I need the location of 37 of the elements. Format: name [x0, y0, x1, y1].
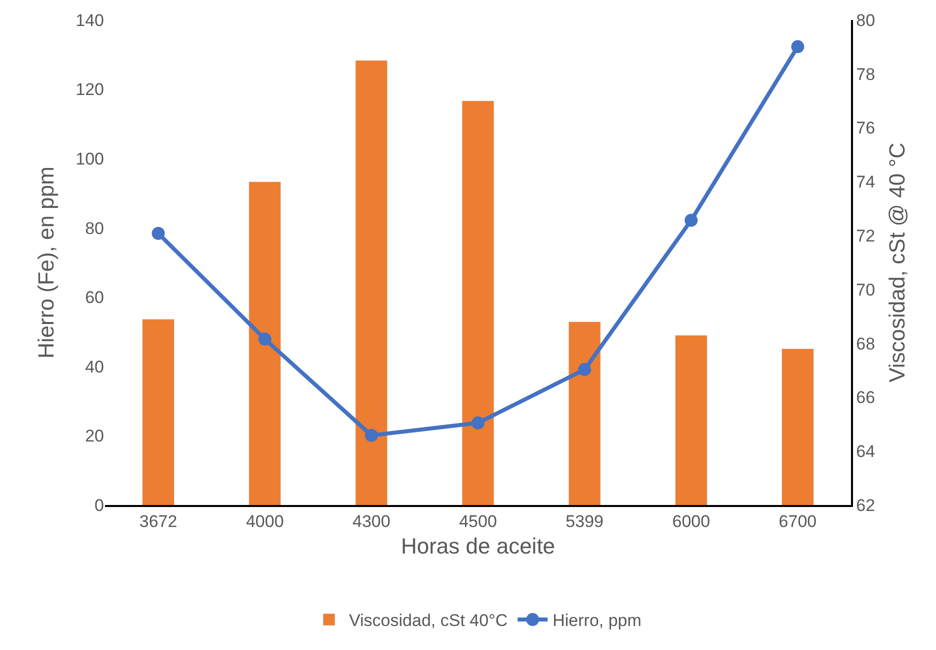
x-tick-label: 4300: [352, 512, 390, 532]
y-tick-label: 80: [85, 218, 104, 238]
y2-tick-label: 76: [856, 118, 876, 138]
y2-tick-label: 64: [856, 442, 876, 462]
point: [684, 214, 698, 227]
point: [258, 332, 272, 346]
point: [578, 363, 592, 376]
y-tick-label: 40: [85, 357, 104, 376]
x-tick-label: 6000: [672, 512, 710, 532]
y2-axis-title: Viscosidad, cSt @ 40 °C: [884, 142, 910, 382]
y2-tick-label: 62: [856, 496, 876, 515]
y2-tick-label: 66: [856, 388, 876, 408]
y-tick-label: 20: [85, 426, 104, 446]
point: [152, 226, 165, 240]
point: [472, 416, 484, 430]
y2-tick-label: 80: [856, 10, 876, 30]
y-tick-label: 120: [76, 80, 104, 100]
y2-tick-label: 70: [856, 280, 876, 300]
x-tick-label: 4000: [246, 512, 284, 532]
x-tick-label: 6700: [778, 512, 817, 532]
y-tick-label: 60: [85, 288, 104, 308]
y2-tick-label: 72: [856, 226, 876, 246]
point: [791, 40, 804, 54]
x-tick-label: 3672: [139, 512, 178, 532]
legend-label: Viscosidad, cSt 40°C: [349, 611, 508, 630]
x-tick-label: 4500: [459, 512, 497, 532]
y2-tick-label: 78: [856, 64, 876, 84]
y-tick-label: 0: [94, 496, 104, 515]
y-tick-label: 100: [76, 150, 104, 169]
y2-tick-label: 74: [856, 172, 876, 192]
y2-tick-label: 68: [856, 334, 876, 354]
x-axis-title: Horas de aceite: [400, 534, 556, 559]
y-tick-label: 140: [76, 10, 104, 30]
point: [364, 428, 378, 442]
x-tick-label: 5399: [566, 512, 604, 532]
legend-label: Hierro, ppm: [552, 611, 642, 630]
y-axis-title: Hierro (Fe), en ppm: [33, 166, 58, 358]
